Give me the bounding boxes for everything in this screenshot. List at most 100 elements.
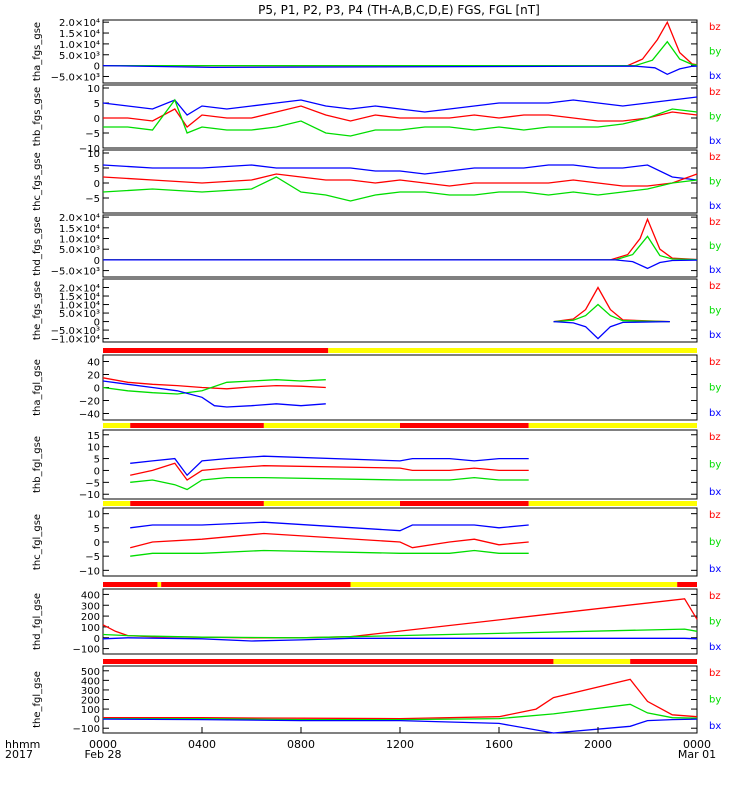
y-tick-label: 10 (87, 510, 100, 521)
legend-bx: bx (709, 71, 721, 82)
panel-frame (102, 354, 698, 421)
y-tick-label: 1.5×10⁴ (59, 29, 100, 40)
y-tick-label: 100 (81, 623, 100, 634)
y-tick-label: 300 (81, 686, 100, 697)
y-tick-label: 5 (94, 524, 100, 535)
series-bx (130, 521, 529, 532)
y-axis-label: thd_fgl_gse (32, 593, 43, 650)
mode-bar-segment (103, 423, 131, 428)
legend-by: by (709, 112, 721, 123)
y-tick-label: −5.0×10³ (51, 267, 100, 278)
y-axis-label: tha_fgl_gse (32, 359, 43, 416)
series-bz (103, 20, 698, 67)
y-tick-label: 1.0×10⁴ (59, 301, 100, 312)
y-tick-label: 0 (94, 634, 100, 645)
mode-bar-segment (350, 582, 678, 587)
x-tick-label: 1600 (485, 738, 513, 751)
y-tick-label: −5 (85, 478, 100, 489)
y-tick-label: 5.0×10³ (59, 309, 100, 320)
panel-thc_fgs_gse: 10 5 0 −5 thc_fgs_gse bz by bx (32, 149, 721, 214)
x-tick-label: 0400 (188, 738, 216, 751)
mode-bar-segment (677, 582, 697, 587)
y-tick-label: 0 (94, 62, 100, 73)
y-tick-label: 100 (81, 705, 100, 716)
y-axis-label: the_fgs_gse (32, 281, 43, 340)
y-tick-label: 300 (81, 601, 100, 612)
legend-bx: bx (709, 642, 721, 653)
legend-by: by (709, 383, 721, 394)
y-axis-label: the_fgl_gse (32, 671, 43, 728)
y-tick-label: 0 (94, 179, 100, 190)
mode-bar-segment (400, 423, 529, 428)
legend-bx: bx (709, 487, 721, 498)
y-tick-label: 10 (87, 84, 100, 95)
x-date-label: Feb 28 (85, 748, 122, 761)
y-tick-label: 500 (81, 667, 100, 678)
y-tick-label: −5 (85, 194, 100, 205)
y-tick-label: 10 (87, 443, 100, 454)
legend-by: by (709, 460, 721, 471)
y-tick-label: 1.5×10⁴ (59, 292, 100, 303)
panel-frame (102, 149, 698, 214)
y-axis-label: thd_fgs_gse (32, 216, 43, 275)
legend-bz: bz (709, 281, 721, 292)
y-tick-label: 400 (81, 676, 100, 687)
series-by (553, 303, 670, 323)
legend-by: by (709, 47, 721, 58)
y-tick-label: 15 (87, 431, 100, 442)
time-label-year: 2017 (5, 748, 33, 761)
series-by (102, 628, 698, 639)
plot-title: P5, P1, P2, P3, P4 (TH-A,B,C,D,E) FGS, F… (258, 3, 540, 17)
mode-bar-segment (328, 348, 697, 353)
series-by (102, 379, 326, 395)
x-tick-label: 0800 (287, 738, 315, 751)
y-tick-label: 5 (94, 99, 100, 110)
y-tick-label: −5 (85, 552, 100, 563)
series-by (103, 40, 698, 67)
mode-bar-segment (528, 423, 697, 428)
mode-bar-segment (263, 501, 400, 506)
series-by (103, 98, 698, 137)
y-tick-label: −20 (79, 397, 100, 408)
y-tick-label: −5 (85, 129, 100, 140)
legend-bz: bz (709, 217, 721, 228)
series-by (130, 476, 529, 491)
mode-bar-segment (130, 501, 264, 506)
legend-bz: bz (709, 510, 721, 521)
panels: 2.0×10⁴1.5×10⁴1.0×10⁴5.0×10³0−5.0×10³tha… (32, 18, 721, 735)
series-bx (130, 455, 529, 477)
legend-bz: bz (709, 591, 721, 602)
mode-bar-segment (161, 582, 351, 587)
legend-bz: bz (709, 87, 721, 98)
y-tick-label: 10 (87, 149, 100, 160)
series-bz (103, 678, 698, 720)
y-tick-label: 0 (94, 715, 100, 726)
legend-bz: bz (709, 357, 721, 368)
y-tick-label: 5.0×10³ (59, 51, 100, 62)
x-date-label: Mar 01 (678, 748, 716, 761)
y-tick-label: −5.0×10³ (51, 326, 100, 337)
y-tick-label: 5.0×10³ (59, 245, 100, 256)
series-by (103, 235, 698, 261)
x-tick-label: 1200 (386, 738, 414, 751)
legend-by: by (709, 241, 721, 252)
legend-bx: bx (709, 265, 721, 276)
y-tick-label: 2.0×10⁴ (59, 18, 100, 29)
series-bz (103, 105, 698, 128)
y-tick-label: −40 (79, 410, 100, 421)
series-bz (102, 598, 698, 639)
x-tick-label: 0000 (683, 738, 711, 751)
panel-frame (102, 19, 698, 84)
series-bz (130, 532, 529, 549)
legend-bz: bz (709, 152, 721, 163)
y-axis-label: thb_fgl_gse (32, 436, 43, 493)
y-axis-label: thb_fgs_gse (32, 87, 43, 146)
legend-by: by (709, 177, 721, 188)
legend-by: by (709, 537, 721, 548)
y-tick-label: 200 (81, 696, 100, 707)
y-tick-label: 0 (94, 114, 100, 125)
